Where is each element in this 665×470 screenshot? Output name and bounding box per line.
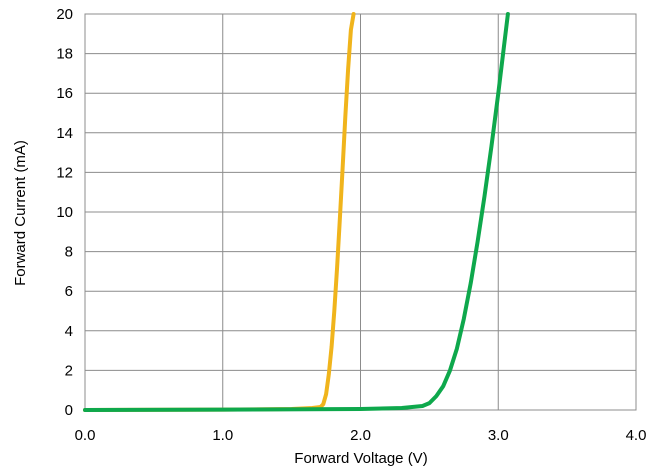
y-tick-label: 14 xyxy=(56,125,73,142)
y-tick-label: 10 xyxy=(56,204,73,221)
y-tick-label: 6 xyxy=(65,283,73,300)
series-line-2 xyxy=(83,12,510,412)
x-tick-label: 3.0 xyxy=(488,427,509,444)
y-tick-label: 16 xyxy=(56,85,73,102)
y-tick-label: 2 xyxy=(65,362,73,379)
y-axis-title: Forward Current (mA) xyxy=(12,140,29,286)
x-axis-title: Forward Voltage (V) xyxy=(294,450,427,467)
y-tick-label: 12 xyxy=(56,164,73,181)
series-lines xyxy=(83,12,510,412)
y-tick-label: 4 xyxy=(65,323,73,340)
grid-lines xyxy=(84,13,637,411)
y-tick-label: 0 xyxy=(65,402,73,419)
x-tick-label: 1.0 xyxy=(212,427,233,444)
y-tick-label: 8 xyxy=(65,244,73,261)
tick-labels: 0 2 4 6 8 10 12 14 16 18 20 0.0 1.0 2.0 3.0 4.0 xyxy=(56,6,646,444)
y-tick-label: 18 xyxy=(56,46,73,63)
y-tick-label: 20 xyxy=(56,6,73,23)
x-tick-label: 4.0 xyxy=(626,427,647,444)
x-tick-label: 0.0 xyxy=(75,427,96,444)
x-tick-label: 2.0 xyxy=(350,427,371,444)
